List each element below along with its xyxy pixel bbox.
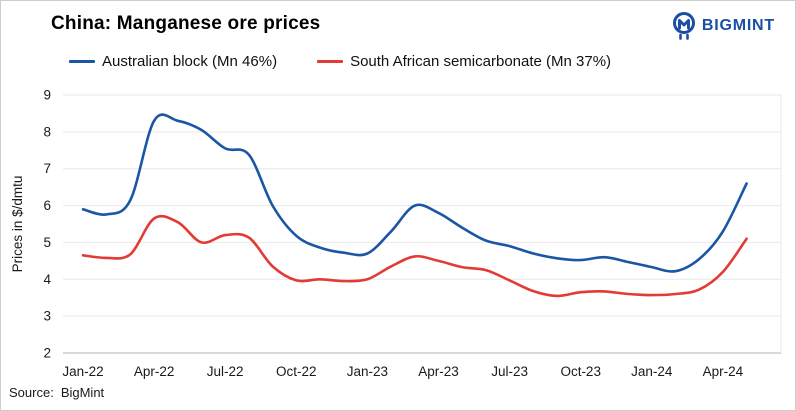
- x-tick-label: Oct-23: [560, 364, 601, 379]
- x-tick-label: Oct-22: [276, 364, 317, 379]
- bigmint-logo: BIGMINT: [671, 11, 775, 40]
- bigmint-logo-text: BIGMINT: [701, 16, 775, 34]
- y-tick-label: 7: [43, 161, 51, 176]
- x-tick-label: Jan-24: [631, 364, 673, 379]
- source-value: BigMint: [60, 385, 105, 400]
- price-line-chart: 2 3 4 5 6 7 8 9 Jan-22 Apr-22 Jul-22 Oct-22 Jan-23 Ap…: [10, 88, 782, 379]
- bigmint-logo-icon: [672, 12, 695, 40]
- legend-item-south-african-semicarbonate: South African semicarbonate (Mn 37%): [317, 53, 611, 70]
- legend-label-south-african-semicarbonate: South African semicarbonate (Mn 37%): [350, 53, 612, 70]
- y-tick-label: 3: [43, 309, 51, 324]
- x-tick-label: Apr-23: [418, 364, 459, 379]
- series-line-australian-block: [81, 113, 748, 273]
- page-title: China: Manganese ore prices: [51, 13, 321, 34]
- y-tick-label: 2: [43, 345, 51, 360]
- y-tick-label: 9: [43, 88, 51, 103]
- x-tick-label: Jan-22: [62, 364, 103, 379]
- legend-line-red-icon: [317, 60, 344, 63]
- y-tick-label: 5: [43, 235, 51, 250]
- y-tick-label: 4: [43, 272, 51, 287]
- chart-legend: Australian block (Mn 46%) South African …: [69, 53, 611, 70]
- x-tick-label: Jul-22: [207, 364, 244, 379]
- source-label: Source:: [9, 385, 54, 400]
- series-line-south-african-semicarbonate: [81, 214, 748, 298]
- x-tick-label: Jan-23: [347, 364, 388, 379]
- legend-label-australian-block: Australian block (Mn 46%): [102, 53, 278, 70]
- y-axis-title: Prices in $/dmtu: [10, 176, 25, 273]
- x-tick-label: Apr-24: [703, 364, 744, 379]
- x-tick-label: Jul-23: [491, 364, 528, 379]
- y-tick-label: 8: [43, 124, 51, 139]
- x-tick-label: Apr-22: [134, 364, 175, 379]
- legend-item-australian-block: Australian block (Mn 46%): [69, 53, 277, 70]
- legend-line-blue-icon: [69, 60, 95, 63]
- y-tick-label: 6: [43, 198, 51, 213]
- source-note: Source: BigMint: [9, 385, 104, 400]
